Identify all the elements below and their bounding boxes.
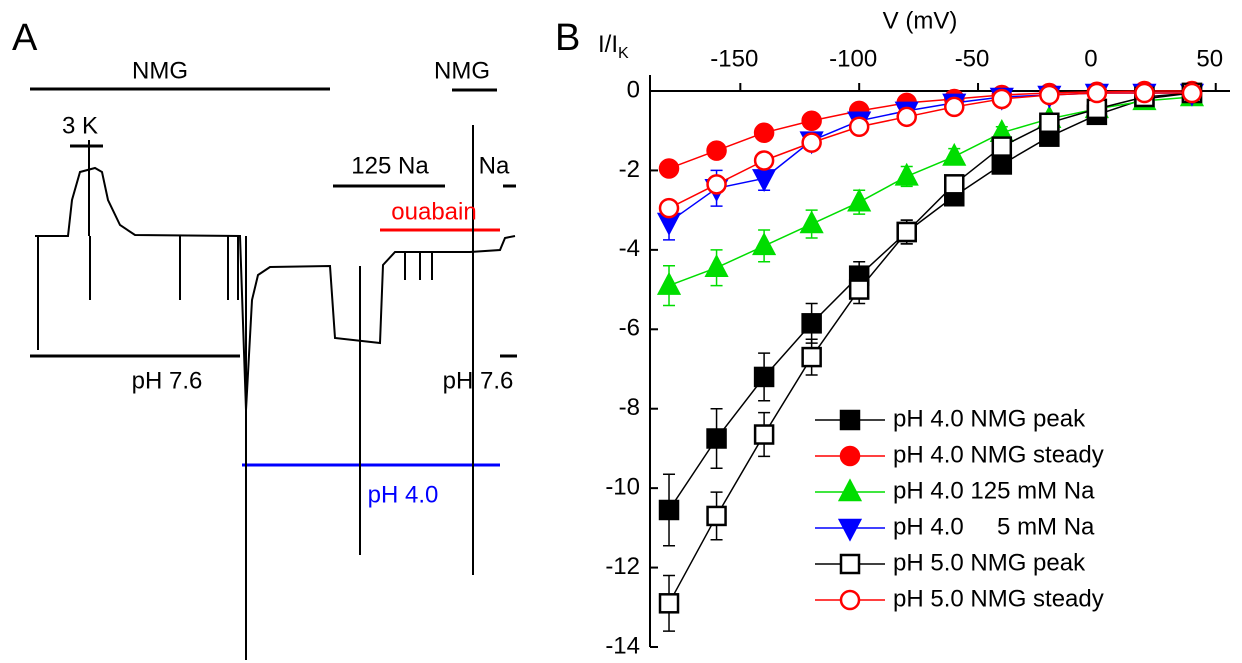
x-tick-label: -150: [710, 45, 758, 72]
x-tick-label: 0: [1084, 45, 1097, 72]
legend-label: pH 5.0 NMG peak: [893, 549, 1086, 576]
marker: [753, 150, 775, 171]
marker: [704, 254, 729, 277]
y-axis-title-main: I/I: [598, 31, 618, 58]
y-tick-label: -14: [605, 632, 640, 659]
legend-marker: [837, 518, 863, 542]
marker: [848, 116, 870, 137]
y-axis-title: I/IK: [598, 31, 629, 62]
y-tick-label: -12: [605, 553, 640, 580]
marker: [752, 232, 777, 256]
y-axis-title-sub: K: [618, 45, 629, 62]
y-tick-label: -4: [619, 235, 640, 262]
marker: [1039, 84, 1060, 106]
marker: [658, 499, 680, 521]
label: 125 Na: [351, 152, 429, 179]
marker: [706, 174, 727, 195]
marker: [706, 140, 727, 161]
y-tick-label: -10: [605, 473, 640, 500]
marker: [658, 197, 680, 219]
marker: [801, 132, 822, 153]
marker: [753, 424, 775, 445]
marker: [656, 271, 682, 295]
series-line: [668, 96, 1193, 287]
panel-label: A: [12, 17, 38, 59]
legend-label: pH 5.0 NMG steady: [893, 585, 1104, 612]
label: Na: [479, 152, 510, 179]
marker: [799, 210, 824, 234]
panel-a: [30, 87, 517, 660]
y-tick-label: -6: [619, 315, 640, 342]
marker: [847, 188, 872, 212]
marker: [991, 154, 1013, 175]
legend-label: pH 4.0 125 mM Na: [893, 477, 1095, 504]
x-tick-label: -100: [829, 45, 877, 72]
legend-marker: [839, 589, 861, 611]
marker: [801, 110, 822, 132]
marker: [896, 221, 917, 243]
marker: [1134, 82, 1155, 104]
marker: [942, 142, 967, 166]
y-tick-label: -2: [619, 156, 640, 183]
marker: [706, 505, 727, 527]
panel-label: B: [555, 17, 580, 59]
marker: [658, 158, 680, 179]
label: NMG: [132, 57, 188, 84]
marker: [801, 313, 822, 334]
legend-marker: [839, 553, 861, 575]
legend-marker: [837, 478, 863, 502]
marker: [658, 593, 680, 614]
marker: [1039, 112, 1060, 134]
marker: [894, 162, 919, 186]
marker: [848, 279, 870, 300]
marker: [944, 96, 965, 118]
legend-marker: [839, 445, 861, 467]
marker: [991, 136, 1013, 157]
marker: [1086, 82, 1108, 104]
marker: [1181, 82, 1203, 104]
legend-label: pH 4.0 5 mM Na: [893, 513, 1095, 540]
y-tick-label: 0: [627, 76, 640, 103]
legend-marker: [839, 409, 861, 431]
x-tick-label: 50: [1196, 45, 1223, 72]
label: NMG: [434, 57, 490, 84]
x-tick-label: -50: [955, 45, 990, 72]
label: pH 7.6: [132, 367, 203, 394]
legend-label: pH 4.0 NMG peak: [893, 405, 1086, 432]
label: pH 4.0: [368, 481, 439, 508]
marker: [896, 106, 917, 128]
y-tick-label: -8: [619, 394, 640, 421]
marker: [753, 366, 775, 388]
marker: [706, 428, 727, 449]
series-line: [668, 92, 1192, 209]
trace-spikes: [37, 125, 474, 660]
marker: [944, 174, 965, 195]
label: pH 7.6: [443, 367, 514, 394]
marker: [801, 346, 822, 368]
legend-label: pH 4.0 NMG steady: [893, 441, 1104, 468]
marker: [991, 88, 1013, 110]
label: 3 K: [62, 112, 98, 139]
x-axis-title: V (mV): [883, 7, 958, 34]
series-line: [668, 90, 1192, 170]
marker: [753, 122, 775, 143]
label: ouabain: [391, 198, 476, 225]
